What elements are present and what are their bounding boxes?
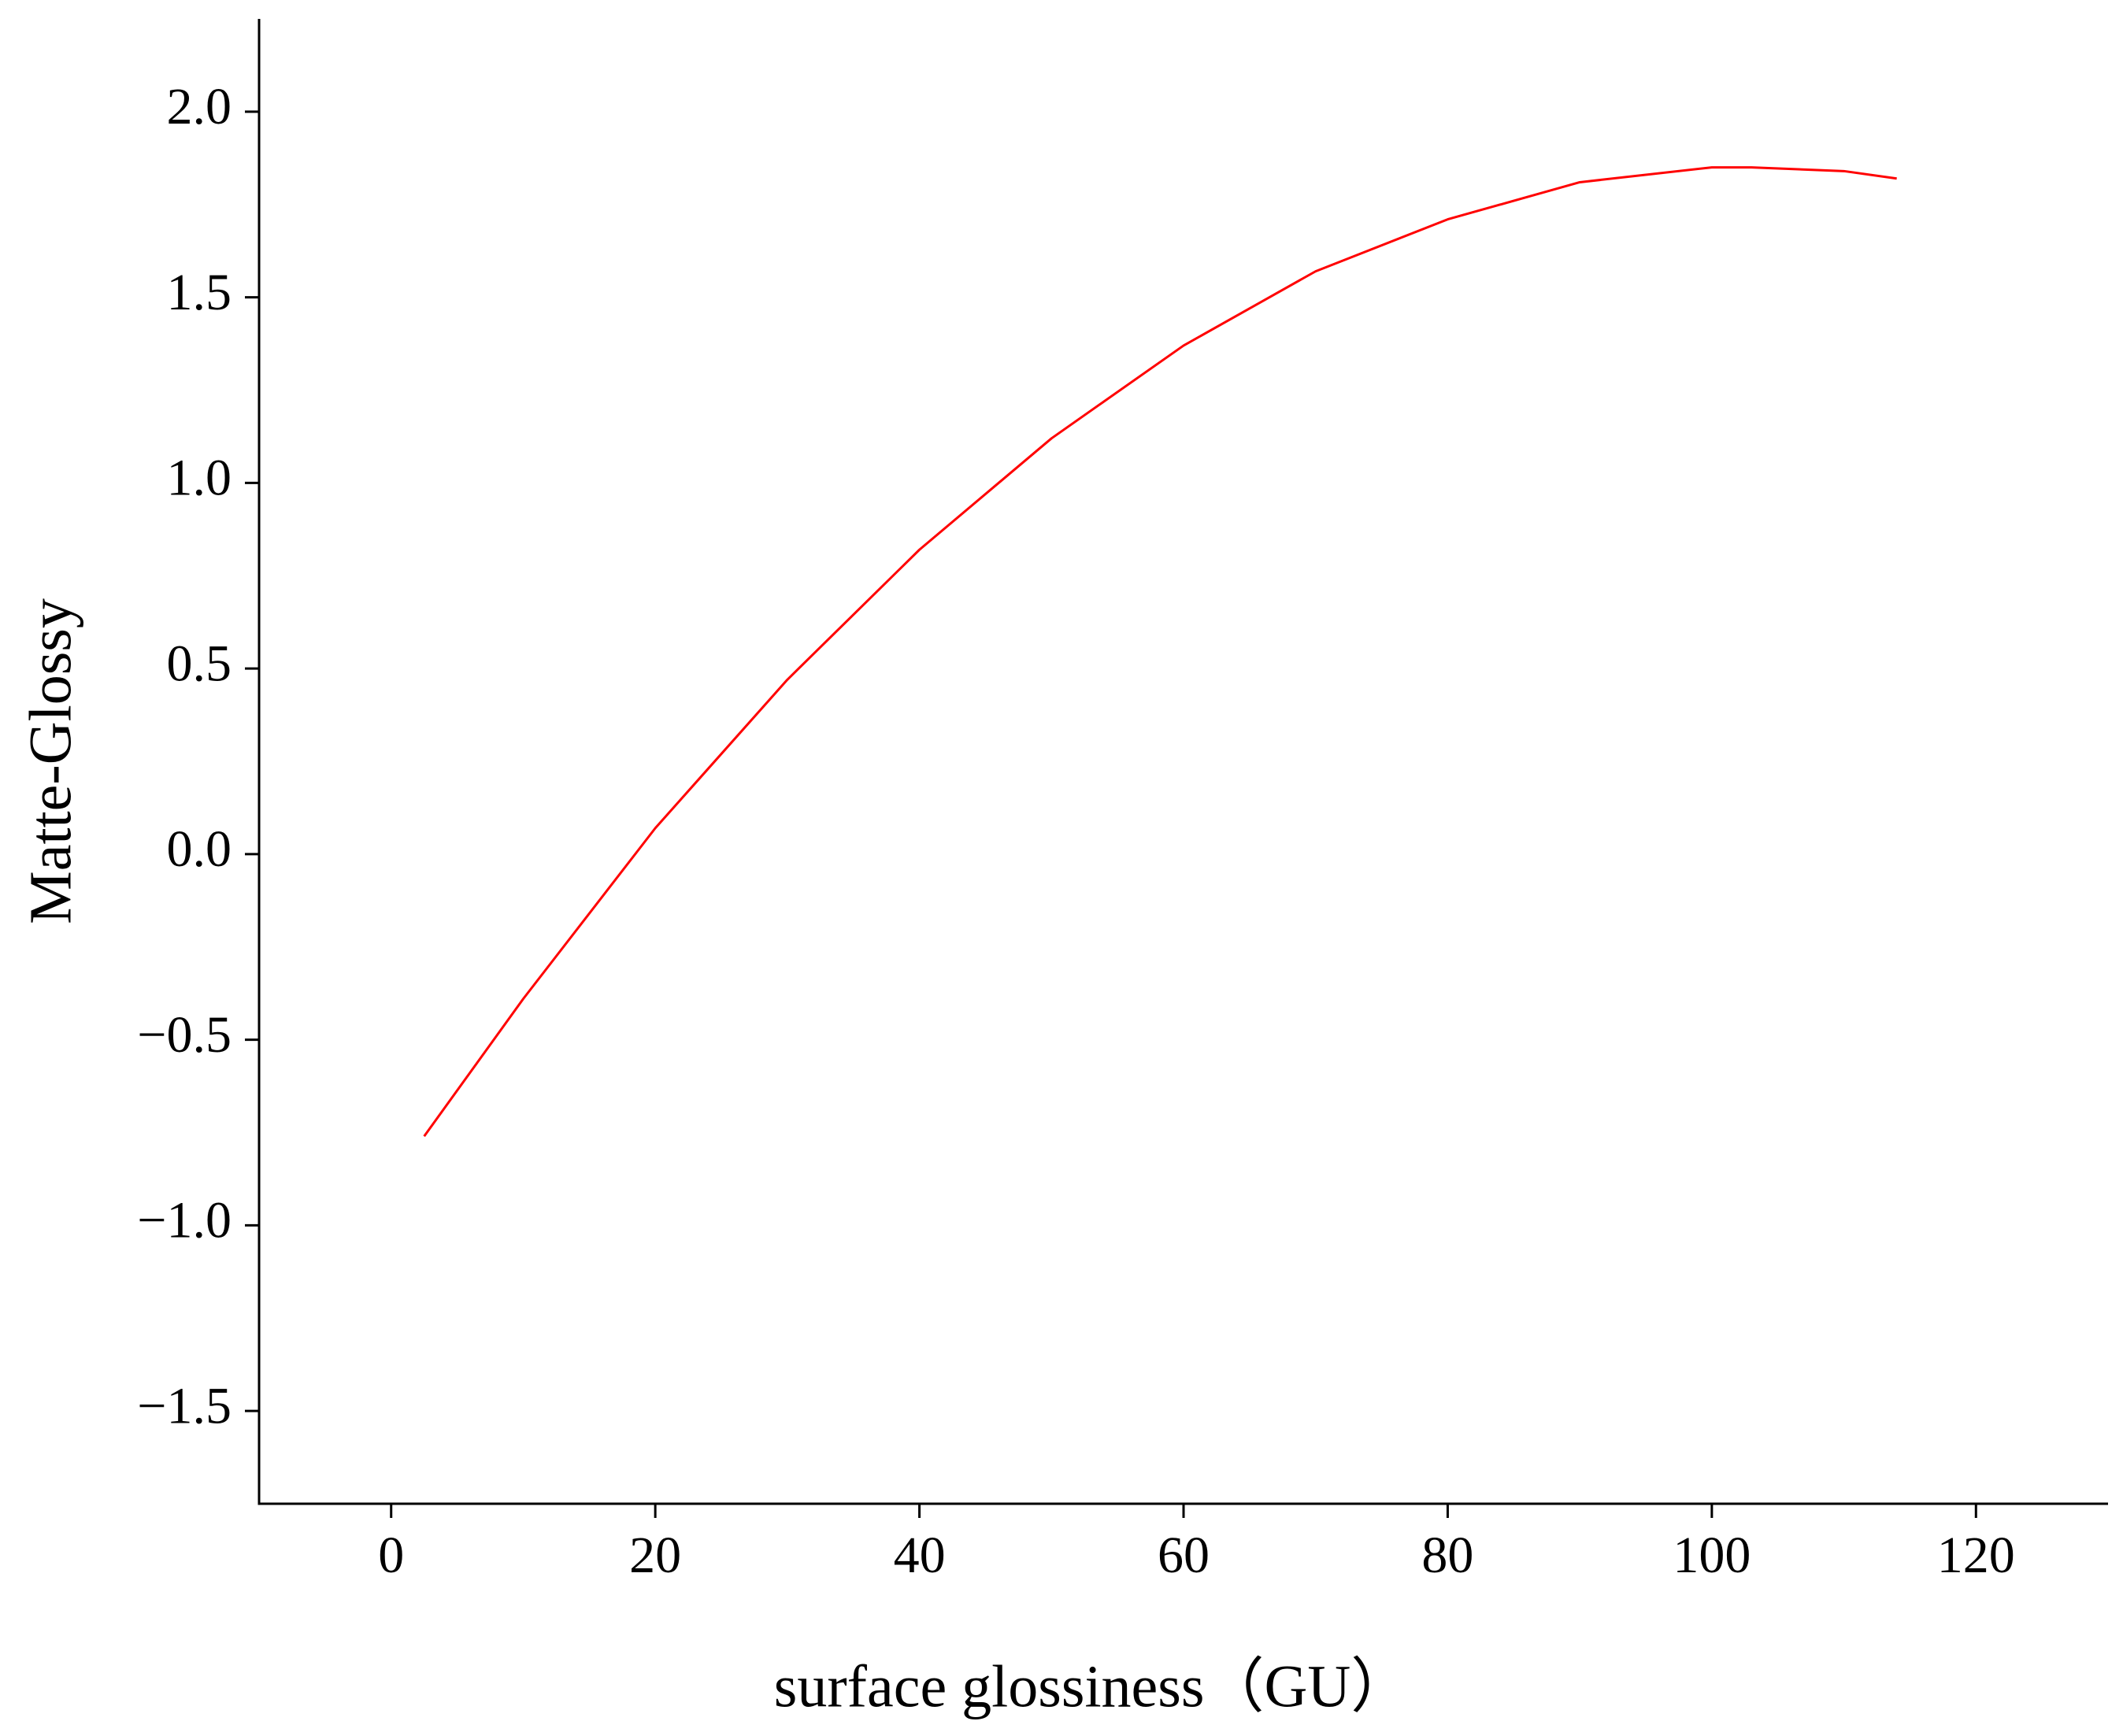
- y-tick-label: 0.5: [167, 635, 232, 692]
- y-tick-label: 1.0: [167, 450, 232, 507]
- x-axis-label: surface glossiness（GU）: [774, 1653, 1410, 1719]
- x-tick-label: 20: [629, 1527, 681, 1584]
- x-tick-label: 120: [1937, 1527, 2015, 1584]
- y-tick-label: −1.0: [137, 1192, 232, 1249]
- x-tick-label: 100: [1673, 1527, 1751, 1584]
- x-tick-label: 40: [894, 1527, 946, 1584]
- x-tick-label: 0: [378, 1527, 404, 1584]
- y-tick-label: −0.5: [137, 1006, 232, 1064]
- y-tick-label: 1.5: [167, 264, 232, 321]
- line-series: [423, 166, 1897, 1138]
- y-tick-label: 2.0: [167, 78, 232, 135]
- y-axis-label: Matte-Glossy: [17, 598, 83, 924]
- y-tick-label: −1.5: [137, 1377, 232, 1434]
- x-tick-label: 80: [1421, 1527, 1473, 1584]
- y-tick-label: 0.0: [167, 820, 232, 878]
- x-tick-label: 60: [1158, 1527, 1210, 1584]
